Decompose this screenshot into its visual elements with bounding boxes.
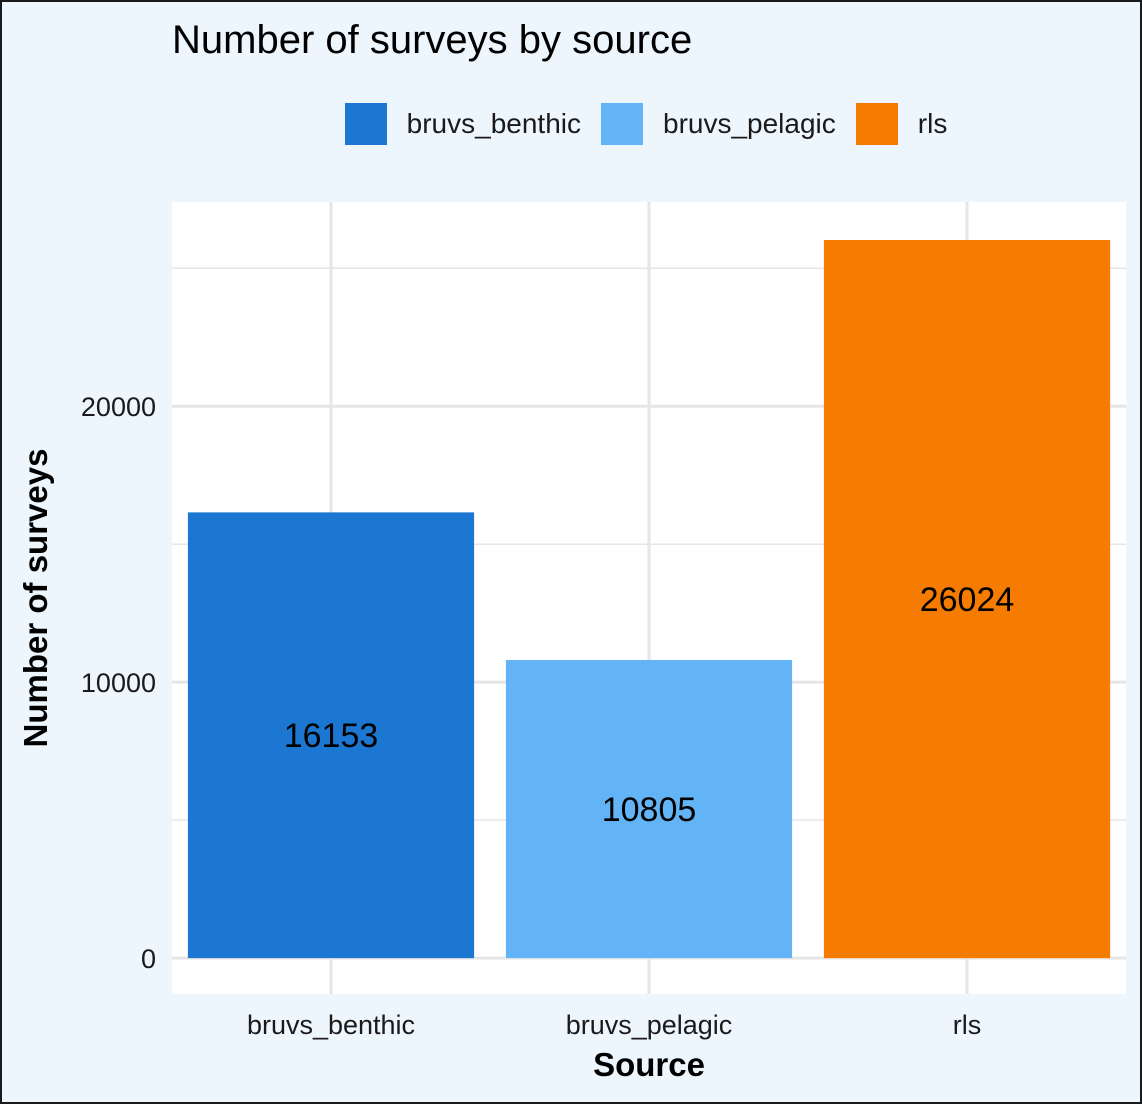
legend-key-rls: [855, 103, 898, 145]
data-label-bruvs-benthic: 16153: [284, 717, 379, 755]
data-label-rls: 26024: [920, 581, 1015, 619]
legend-key-bruvs-benthic: [344, 103, 387, 145]
x-axis-title: Source: [593, 1046, 705, 1083]
legend-item-bruvs-pelagic: bruvs_pelagic: [601, 103, 836, 145]
legend-label-bruvs-pelagic: bruvs_pelagic: [663, 108, 836, 139]
x-tick-label-bruvs-pelagic: bruvs_pelagic: [566, 1010, 733, 1040]
legend: bruvs_benthic bruvs_pelagic rls: [2, 102, 1140, 146]
y-tick-label: 0: [141, 944, 156, 974]
y-axis-title: Number of surveys: [17, 449, 54, 748]
legend-item-bruvs-benthic: bruvs_benthic: [344, 103, 581, 145]
legend-item-rls: rls: [855, 103, 948, 145]
y-tick-label: 20000: [81, 392, 156, 422]
x-tick-label-bruvs-benthic: bruvs_benthic: [247, 1010, 415, 1040]
x-tick-label-rls: rls: [953, 1010, 982, 1040]
bar-bruvs-pelagic: [505, 659, 793, 959]
data-label-bruvs-pelagic: 10805: [602, 791, 697, 829]
legend-label-bruvs-benthic: bruvs_benthic: [406, 108, 581, 139]
legend-key-bruvs-pelagic: [601, 103, 643, 145]
legend-label-rls: rls: [917, 108, 948, 139]
bar-bruvs-benthic: [187, 512, 475, 959]
chart-title: Number of surveys by source: [172, 18, 693, 62]
bar-rls: [823, 239, 1111, 959]
y-tick-label: 10000: [81, 668, 156, 698]
